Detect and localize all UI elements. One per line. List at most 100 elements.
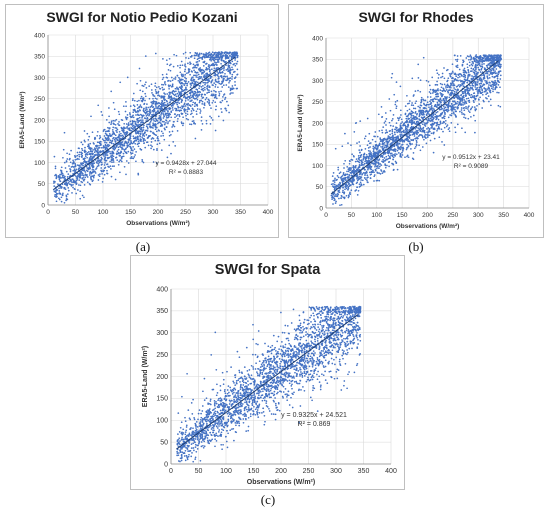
data-point [181, 88, 183, 91]
data-point [194, 123, 197, 125]
data-point [222, 96, 224, 98]
data-point [486, 97, 488, 100]
data-point [181, 81, 183, 84]
data-point [358, 157, 360, 159]
data-point [168, 91, 171, 94]
data-point [104, 146, 106, 148]
y-tick-label: 0 [41, 202, 45, 209]
data-point [89, 170, 92, 173]
data-point [136, 143, 139, 146]
data-point [470, 93, 473, 96]
data-point [430, 127, 432, 129]
data-point [189, 123, 191, 126]
data-point [150, 101, 153, 104]
data-point [101, 157, 103, 160]
data-point [350, 144, 352, 147]
data-point [94, 148, 96, 151]
data-point [490, 64, 492, 67]
data-point [79, 174, 82, 176]
data-point [460, 94, 462, 97]
data-point [175, 90, 177, 93]
data-point [489, 89, 492, 92]
data-point [463, 67, 466, 70]
data-point [433, 122, 435, 125]
data-point [84, 173, 87, 176]
data-point [380, 164, 383, 166]
data-point [99, 144, 102, 147]
data-point [473, 95, 476, 98]
data-point [397, 138, 400, 140]
data-point [123, 126, 125, 129]
data-point [161, 86, 164, 89]
data-point [71, 178, 73, 181]
data-point [122, 135, 125, 138]
data-point [408, 140, 411, 143]
data-point [376, 172, 379, 174]
data-point [120, 142, 122, 144]
data-point [368, 152, 371, 155]
data-point [425, 104, 428, 107]
data-point [453, 87, 455, 89]
data-point [198, 55, 200, 58]
data-point [379, 163, 381, 165]
data-point [475, 61, 477, 63]
data-point [164, 80, 166, 83]
data-point [203, 56, 206, 58]
data-point [168, 131, 171, 133]
data-point [463, 103, 466, 105]
data-point [112, 161, 115, 163]
data-point [488, 81, 491, 84]
y-axis-title: ERA5-Land (W/m²) [297, 94, 304, 151]
data-point [135, 132, 137, 135]
data-point [374, 165, 376, 168]
data-point [365, 162, 368, 165]
data-point [347, 178, 349, 180]
data-point [152, 124, 154, 127]
data-point [149, 130, 152, 133]
data-point [79, 164, 81, 167]
data-point [400, 122, 402, 125]
data-point [208, 104, 211, 107]
data-point [463, 109, 466, 112]
data-point [111, 152, 113, 155]
data-point [498, 61, 501, 64]
data-point [171, 92, 174, 95]
data-point [167, 113, 170, 115]
data-point [83, 196, 85, 199]
data-point [204, 82, 207, 84]
data-point [472, 99, 475, 102]
data-point [370, 159, 372, 161]
data-point [214, 95, 217, 97]
data-point [332, 185, 334, 187]
data-point [461, 96, 464, 98]
data-point [130, 149, 133, 152]
data-point [59, 180, 61, 182]
data-point [476, 61, 479, 64]
data-point [430, 119, 433, 122]
data-point [133, 99, 136, 102]
data-point [72, 181, 75, 183]
data-point [179, 106, 182, 109]
data-point [215, 105, 218, 108]
data-point [219, 52, 222, 55]
data-point [160, 112, 163, 115]
data-point [147, 123, 150, 126]
data-point [213, 67, 216, 70]
data-point [226, 100, 228, 103]
data-point [164, 104, 166, 107]
data-point [174, 87, 177, 90]
data-point [89, 166, 91, 169]
data-point [428, 91, 431, 93]
data-point [366, 179, 368, 182]
data-point [57, 176, 60, 178]
data-point [422, 56, 425, 59]
data-point [176, 101, 179, 104]
data-point [395, 105, 398, 108]
data-point [194, 64, 197, 67]
data-point [419, 149, 422, 152]
data-point [168, 144, 171, 147]
data-point [467, 110, 470, 112]
data-point [205, 68, 208, 70]
data-point [465, 97, 468, 100]
data-point [223, 93, 226, 95]
